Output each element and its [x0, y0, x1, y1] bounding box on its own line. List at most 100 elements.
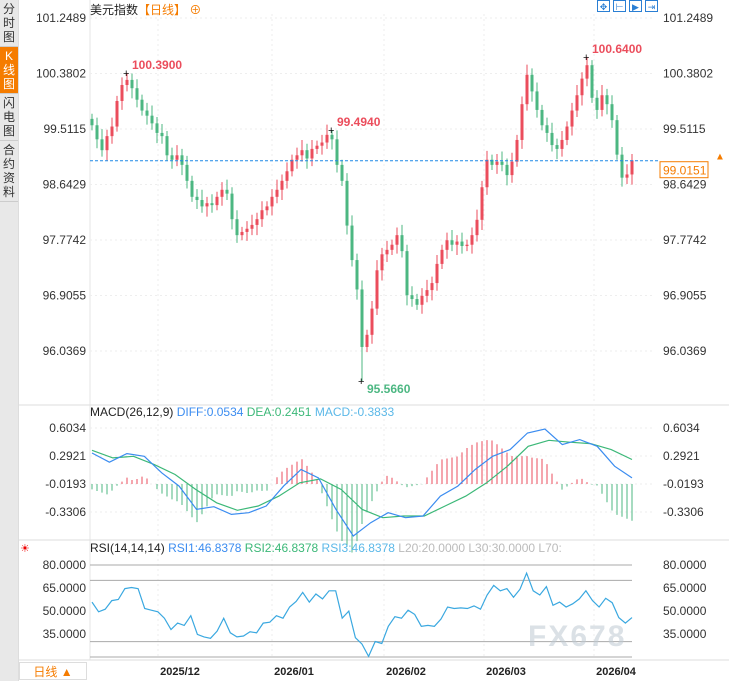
candle-body: [345, 180, 349, 226]
candle-body: [225, 189, 229, 194]
candle-body: [250, 224, 254, 229]
settings-sun-icon[interactable]: ☀: [20, 543, 30, 555]
candle-body: [195, 196, 199, 201]
l20-legend: L20:20.0000: [398, 541, 465, 555]
diff-legend: DIFF:0.0534: [176, 405, 244, 419]
candle-body: [365, 334, 369, 347]
candle-body: [270, 196, 274, 207]
y-tick-label-right: 100.3802: [663, 67, 713, 81]
candle-body: [350, 225, 354, 261]
candle-body: [465, 244, 469, 247]
tab-kline[interactable]: K线图: [0, 47, 18, 94]
y-tick-label-right: 65.0000: [663, 581, 707, 595]
y-tick-label-left: 96.9055: [43, 288, 87, 302]
period-button[interactable]: 日线 ▲: [19, 662, 87, 680]
candle-body: [520, 104, 524, 140]
extreme-price-label: 95.5660: [367, 382, 411, 396]
play-range-icon[interactable]: ▶: [629, 0, 642, 12]
candle-body: [610, 104, 614, 121]
crosshair-icon[interactable]: ✥: [597, 0, 610, 12]
candle-body: [145, 110, 149, 116]
candle-body: [235, 219, 239, 236]
rsi2-legend: RSI2:46.8378: [244, 541, 319, 555]
candle-body: [335, 139, 339, 165]
extreme-marker-icon: +: [583, 52, 589, 64]
candle-body: [455, 241, 459, 245]
rsi3-legend: RSI3:46.8378: [321, 541, 395, 555]
candle-body: [100, 139, 104, 151]
candle-body: [160, 132, 164, 137]
tab-flash[interactable]: 闪电图: [0, 94, 18, 141]
candle-body: [155, 123, 159, 133]
candle-body: [530, 74, 534, 92]
candle-body: [415, 299, 419, 305]
jump-end-icon[interactable]: ⇥: [645, 0, 658, 12]
chart-toolbar: ✥ ⊢ ▶ ⇥: [597, 0, 658, 12]
candle-body: [285, 171, 289, 181]
y-tick-label-left: 99.5115: [44, 122, 87, 136]
candle-body: [175, 155, 179, 160]
candle-body: [400, 235, 404, 252]
x-tick-label: 2026/03: [486, 666, 526, 678]
y-tick-label-left: 96.0369: [43, 344, 87, 358]
candle-body: [580, 78, 584, 96]
candle-body: [585, 65, 589, 79]
y-tick-label-right: 99.5115: [663, 122, 706, 136]
scroll-up-icon: ▲: [715, 152, 725, 163]
y-tick-label-left: 65.0000: [43, 581, 87, 595]
fit-range-icon[interactable]: ⊢: [613, 0, 626, 12]
candle-body: [570, 110, 574, 127]
candle-body: [470, 235, 474, 245]
candle-body: [410, 295, 414, 300]
y-tick-label-right: 101.2489: [663, 11, 713, 25]
y-tick-label-right: -0.0193: [663, 477, 704, 491]
extreme-price-label: 100.3900: [132, 58, 182, 72]
candle-body: [540, 109, 544, 126]
candle-body: [120, 85, 124, 101]
candle-body: [125, 79, 129, 86]
candle-body: [360, 289, 364, 347]
candle-body: [320, 142, 324, 146]
candle-body: [490, 159, 494, 165]
macd-title: MACD(26,12,9): [90, 405, 174, 419]
candle-body: [325, 134, 329, 143]
candle-body: [115, 100, 119, 127]
x-tick-label: 2026/04: [596, 666, 637, 678]
candle-body: [355, 260, 359, 290]
candle-body: [275, 189, 279, 197]
candle-body: [425, 290, 429, 296]
candle-body: [110, 126, 114, 137]
candle-body: [210, 203, 214, 206]
candle-body: [510, 161, 514, 176]
l70-legend: L70:: [538, 541, 562, 555]
extreme-price-label: 99.4940: [337, 115, 381, 129]
y-tick-label-right: 35.0000: [663, 627, 707, 641]
candle-body: [605, 95, 609, 105]
candle-body: [550, 132, 554, 146]
candle-body: [575, 95, 579, 111]
candle-body: [500, 161, 504, 165]
candle-body: [595, 97, 599, 110]
macd-value-legend: MACD:-0.3833: [314, 405, 395, 419]
tab-contract-info[interactable]: 合约资料: [0, 141, 18, 202]
y-tick-label-left: 35.0000: [43, 627, 87, 641]
rsi-legend: RSI(14,14,14) RSI1:46.8378 RSI2:46.8378 …: [90, 542, 562, 555]
candle-body: [230, 193, 234, 220]
candle-body: [440, 249, 444, 264]
plus-circle-icon[interactable]: ⊕: [189, 3, 202, 17]
candle-body: [205, 203, 209, 207]
tab-timeshare[interactable]: 分时图: [0, 0, 18, 47]
candle-body: [435, 263, 439, 284]
candle-body: [220, 189, 224, 197]
candle-body: [420, 295, 424, 305]
candle-body: [630, 160, 634, 175]
candle-body: [390, 244, 394, 250]
candle-body: [150, 115, 154, 124]
candle-body: [450, 240, 454, 245]
candle-body: [310, 148, 314, 159]
candle-body: [180, 155, 184, 165]
candle-body: [385, 249, 389, 255]
candle-body: [475, 219, 479, 236]
sidebar: 分时图 K线图 闪电图 合约资料: [0, 0, 19, 681]
